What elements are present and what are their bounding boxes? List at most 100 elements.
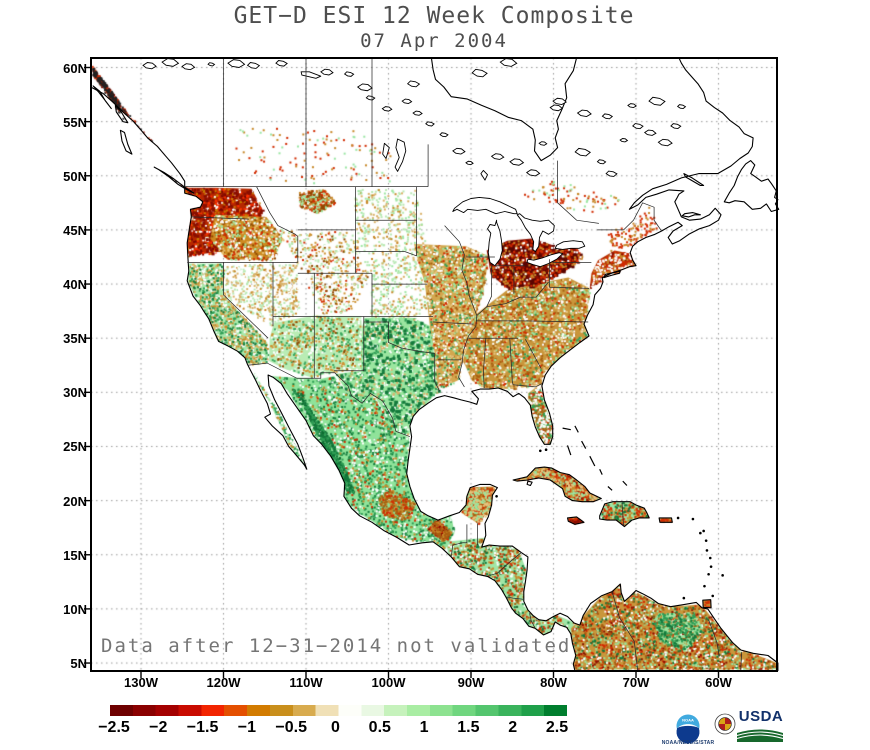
small-lake [365,95,376,101]
lake [480,169,488,181]
small-lake [320,68,334,76]
small-lake [619,138,629,143]
political-border [623,202,662,232]
political-border [506,596,524,600]
small-lake [627,103,638,109]
lat-tick-label: 50N [63,168,87,184]
island-arc [607,486,613,491]
islet-dot [709,565,713,568]
small-lake [538,141,548,146]
islet-dot [711,594,715,598]
colorbar-tick-label: 1 [419,719,429,736]
lake [526,252,564,268]
small-lake [525,169,541,177]
lon-tick-label: 60W [705,675,732,690]
colorbar-tick-label: −1 [237,719,257,736]
lat-tick-label: 25N [63,439,87,455]
small-lake [632,123,644,130]
islet-dot [682,596,686,600]
political-border [549,286,590,289]
small-lake [499,58,518,67]
lake [452,196,518,215]
small-lake [401,98,413,105]
political-border [621,502,624,526]
coastline [599,501,650,528]
political-border [433,321,474,325]
islet-dot [691,517,695,521]
political-border [483,338,487,389]
small-lake [412,110,423,116]
small-lake [576,109,592,117]
lat-tick-label: 10N [63,601,87,617]
small-lake [356,83,373,92]
lake [394,138,407,172]
small-lake [161,58,180,67]
small-lake [439,132,449,138]
lake [487,219,503,267]
islet-dot [495,494,498,498]
islet-dot [676,516,680,520]
political-border [522,320,589,323]
island-arc [622,480,628,486]
coastline [153,166,195,194]
coastline [681,212,701,218]
colorbar-tick-label: 0.5 [368,719,391,736]
coastline [119,129,133,155]
small-lake [227,59,246,68]
small-lake [246,62,261,69]
lon-tick-label: 100W [371,675,406,690]
small-lake [657,138,673,147]
islet-dot [703,584,706,588]
colorbar-tick-label: 0 [331,719,340,736]
small-lake [406,80,421,88]
political-border [509,338,543,388]
small-lake [452,147,466,155]
lake [382,142,390,159]
small-lake [275,60,288,67]
political-border [191,216,250,220]
small-lake [552,97,567,105]
small-lake [601,113,614,120]
island-arc [589,455,596,467]
political-border [247,362,411,438]
islet-dot [705,549,709,552]
lat-tick-label: 20N [63,493,87,509]
small-lake [509,158,525,166]
islet-dot [708,556,712,560]
lat-tick-label: 40N [63,277,87,293]
coastline [603,270,621,279]
small-lake [207,62,216,67]
small-lake [605,170,618,177]
coastline [683,173,705,187]
island-arc [581,440,587,449]
islet-dot [707,572,710,576]
lake [300,71,322,79]
political-border [611,591,639,671]
usda-logo-text: USDA [738,708,784,725]
islet-dot [702,529,705,533]
political-border [223,262,269,339]
small-lake [465,160,474,166]
noaa-caption: NOAA/NESDIS/STAR [661,740,715,746]
colorbar-tick-label: 2 [508,719,518,736]
coastline [658,517,673,523]
lon-tick-label: 90W [457,675,485,690]
small-lake [425,121,435,127]
lat-tick-label: 60N [63,60,87,76]
small-lake [381,106,393,112]
esi-colorbar [110,705,567,716]
page-subtitle-date: 07 Apr 2004 [360,30,508,52]
island-arc [562,427,571,431]
map-frame [90,57,778,672]
political-border [740,652,742,671]
islet-dot [539,449,542,453]
coastline [723,160,780,213]
islet-dot [704,539,708,542]
island-arc [566,445,572,456]
lon-tick-label: 80W [540,675,567,690]
small-lake [490,153,505,160]
lat-tick-label: 5N [70,656,87,672]
colorbar-tick-label: 1.5 [457,719,480,736]
small-lake [676,104,687,109]
political-border [476,281,549,316]
